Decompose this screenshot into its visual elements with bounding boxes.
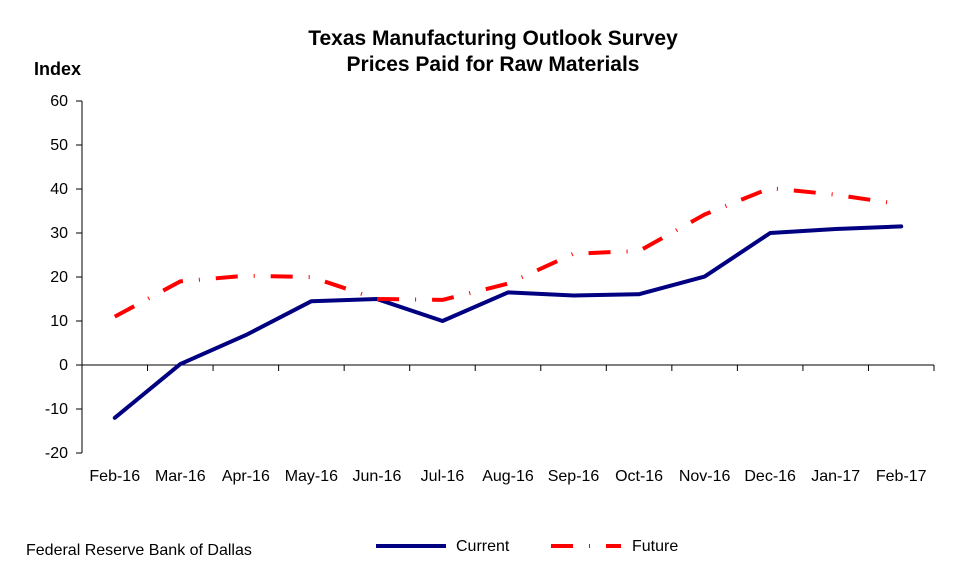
x-tick-label: Nov-16 — [679, 468, 731, 485]
x-tick-label: Aug-16 — [482, 468, 534, 485]
legend-label-current: Current — [456, 538, 510, 555]
axes: -20 -10 0 10 20 30 40 50 60 Feb-16 Mar-16 Apr-16 May… — [45, 93, 935, 485]
source-note: Federal Reserve Bank of Dallas — [26, 542, 252, 559]
chart-title: Texas Manufacturing Outlook Survey Price… — [0, 26, 980, 78]
y-tick-label: 40 — [50, 181, 68, 198]
legend-label-future: Future — [632, 538, 678, 555]
x-tick-label: Mar-16 — [155, 468, 206, 485]
y-axis-label: Index — [34, 59, 82, 79]
x-tick-label: Feb-17 — [876, 468, 927, 485]
x-tick-label: Apr-16 — [222, 468, 270, 485]
chart-title-line-1: Texas Manufacturing Outlook Survey — [308, 27, 678, 50]
chart-title-line-2: Prices Paid for Raw Materials — [346, 53, 640, 76]
y-tick-label: 30 — [50, 225, 68, 242]
y-tick-label: 10 — [50, 313, 68, 330]
x-tick-label: Jun-16 — [352, 468, 401, 485]
x-tick-label: Feb-16 — [89, 468, 140, 485]
series-layer — [112, 186, 904, 420]
y-tick-label: -20 — [45, 445, 68, 462]
y-tick-label: 50 — [50, 137, 68, 154]
y-tick-label: 20 — [50, 269, 68, 286]
series-line-current — [112, 224, 904, 420]
series-line-future — [113, 186, 902, 319]
x-tick-label: Jul-16 — [421, 468, 465, 485]
x-tick-label: Dec-16 — [744, 468, 796, 485]
x-tick-label: Oct-16 — [615, 468, 663, 485]
x-tick-label: Jan-17 — [811, 468, 860, 485]
y-tick-label: 0 — [59, 357, 68, 374]
x-tick-label: Sep-16 — [548, 468, 600, 485]
y-tick-label: 60 — [50, 93, 68, 110]
legend: Current Future — [376, 538, 678, 555]
y-tick-label: -10 — [45, 401, 68, 418]
x-tick-label: May-16 — [285, 468, 338, 485]
